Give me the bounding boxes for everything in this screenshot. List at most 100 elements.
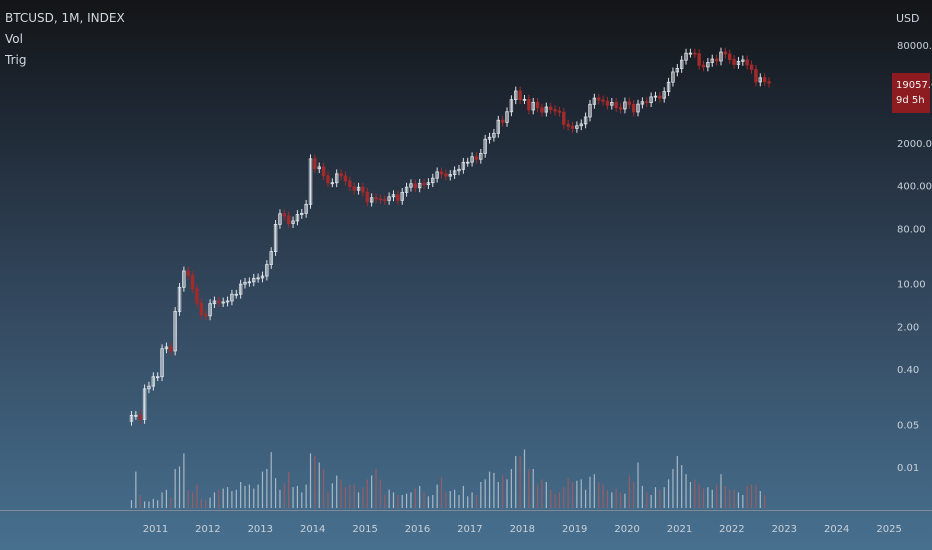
candle-body: [758, 77, 762, 83]
candle: [601, 95, 605, 106]
volume-bar: [667, 479, 670, 508]
volume-bar: [707, 487, 709, 508]
symbol-title[interactable]: BTCUSD, 1M, INDEX: [5, 11, 125, 25]
volume-bar: [157, 500, 159, 508]
candle-body: [400, 191, 404, 201]
candle: [422, 178, 426, 190]
candle-body: [767, 81, 771, 84]
candle: [693, 48, 697, 59]
candle: [204, 310, 208, 321]
price-scale[interactable]: 80000.00 2000.00 400.00 80.00 10.00 2.00 0.40 0…: [897, 41, 932, 474]
candle-body: [186, 270, 190, 277]
volume-bar: [279, 489, 281, 508]
candle-body: [217, 300, 221, 303]
volume-bar: [261, 471, 264, 508]
candle: [199, 298, 204, 320]
candle-body: [719, 51, 723, 62]
candle-body: [439, 171, 444, 175]
volume-bar: [624, 493, 626, 508]
candle-body: [286, 215, 291, 224]
volume-bar: [240, 482, 242, 508]
candle-body: [675, 68, 680, 73]
candle: [452, 166, 457, 179]
volume-bar: [567, 478, 569, 508]
candle-body: [601, 99, 605, 102]
candle-body: [566, 124, 570, 127]
candle: [636, 99, 640, 117]
volume-bar: [646, 492, 648, 508]
y-tick-label: 400.00: [897, 182, 932, 193]
candle-body: [422, 182, 426, 186]
volume-bar: [729, 489, 731, 508]
candle-body: [365, 191, 369, 203]
candle-body: [282, 213, 287, 217]
candle: [583, 112, 588, 129]
candle-body: [426, 182, 431, 186]
volume-bar: [213, 492, 216, 508]
candle: [151, 372, 156, 391]
candle-body: [535, 101, 540, 109]
volume-bar: [174, 469, 176, 508]
candle-body: [230, 293, 234, 302]
candle: [767, 77, 771, 88]
candle: [688, 48, 693, 58]
currency-label[interactable]: USD: [896, 12, 920, 25]
x-tick-label: 2014: [300, 524, 325, 535]
candle-body: [404, 186, 409, 193]
x-tick-label: 2015: [352, 524, 377, 535]
indicator-trig-label[interactable]: Trig: [5, 53, 27, 67]
candle: [155, 372, 160, 382]
volume-bar: [493, 472, 495, 508]
x-tick-label: 2023: [772, 524, 797, 535]
time-scale[interactable]: 2011 2012 2013 2014 2015 2016 2017 2018 2019 2020…: [143, 524, 902, 535]
volume-bar: [528, 469, 530, 508]
volume-bar: [606, 489, 609, 508]
candle: [295, 210, 300, 226]
candle: [710, 54, 714, 67]
volume-bar: [362, 487, 364, 508]
candle-body: [483, 138, 487, 154]
y-tick-label: 10.00: [897, 280, 926, 291]
volume-bar: [436, 484, 438, 508]
volume-bar: [523, 449, 526, 508]
candle: [369, 193, 374, 207]
volume-bar: [183, 453, 185, 508]
volume-bar: [305, 484, 307, 508]
volume-bar: [716, 484, 718, 508]
candle: [631, 100, 636, 117]
candle-body: [352, 186, 356, 191]
volume-bar: [357, 492, 360, 508]
candle: [540, 103, 544, 117]
volume-bar: [545, 482, 547, 508]
candle-body: [391, 194, 396, 198]
indicator-vol-label[interactable]: Vol: [5, 32, 23, 46]
candle-body: [431, 177, 435, 184]
candle-body: [396, 194, 400, 201]
volume-bar: [384, 495, 386, 508]
volume-bar: [488, 471, 491, 508]
candle: [457, 164, 461, 176]
candle-body: [173, 311, 177, 352]
candle-body: [728, 53, 732, 60]
candle-body: [701, 64, 706, 68]
candle: [662, 87, 666, 103]
volume-bar: [270, 452, 272, 508]
candle: [706, 58, 710, 72]
candle-body: [544, 106, 549, 113]
candle-body: [723, 51, 728, 55]
candle-body: [326, 175, 330, 184]
candle-body: [339, 173, 343, 177]
candle: [479, 148, 483, 164]
candle-body: [387, 196, 391, 201]
volume-bar: [619, 492, 622, 508]
volume-bar: [755, 484, 757, 508]
candle-body: [452, 170, 457, 175]
candle: [361, 182, 365, 197]
volume-bar: [419, 485, 421, 508]
volume-bar: [152, 498, 154, 508]
candle-body: [496, 119, 500, 134]
y-tick-label: 2.00: [897, 322, 919, 333]
volume-bar: [143, 501, 146, 508]
candle: [531, 97, 535, 115]
